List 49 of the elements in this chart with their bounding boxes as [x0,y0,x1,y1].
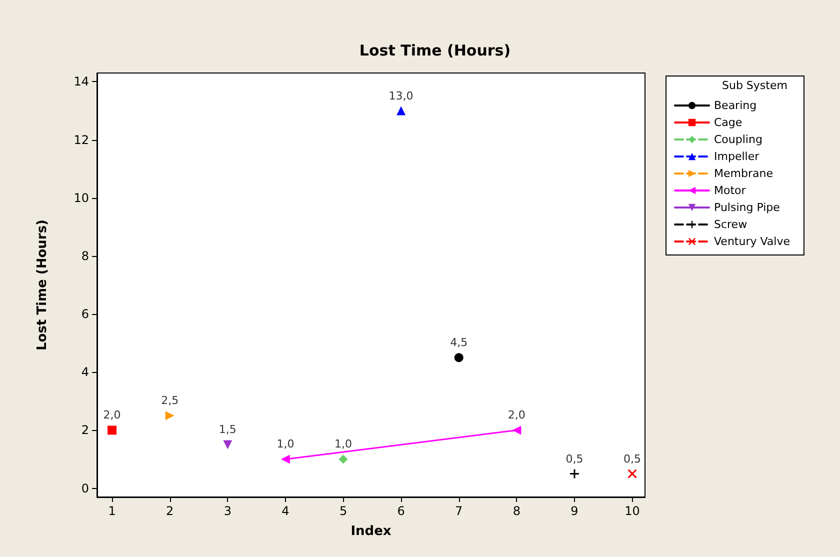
x-tick-label: 5 [339,504,348,518]
data-label: 1,5 [218,423,236,436]
data-label: 2,0 [103,408,121,422]
y-tick-label: 4 [81,365,89,380]
x-axis-title: Index [350,524,392,539]
data-label: 2,0 [508,408,526,422]
legend-label: Impeller [714,150,760,163]
y-tick-label: 6 [81,307,89,322]
x-tick-label: 9 [570,504,578,518]
point [223,440,232,450]
legend-label: Screw [714,218,748,231]
legend-label: Motor [714,184,746,197]
legend-label: Coupling [714,133,762,146]
data-label: 1,0 [334,438,352,451]
data-label: 4,5 [450,336,468,350]
legend-label: Pulsing Pipe [714,201,780,214]
point [454,353,464,362]
chart-title: Lost Time (Hours) [359,42,511,60]
point [338,454,348,464]
legend-title: Sub System [722,79,788,92]
point [396,106,406,116]
point [570,469,579,478]
x-tick-label: 7 [455,504,463,518]
x-tick-label: 4 [282,504,290,518]
legend-label: Bearing [714,99,757,112]
x-tick-label: 3 [224,504,232,518]
y-tick-label: 8 [81,248,89,263]
data-label: 1,0 [276,438,294,451]
y-tick-label: 2 [81,423,89,438]
y-axis-title: Lost Time (Hours) [35,219,50,351]
legend-label: Cage [714,116,742,129]
y-tick-label: 12 [74,132,89,147]
point [165,411,174,420]
data-label: 13,0 [388,89,414,102]
point [628,469,637,478]
point [108,426,117,435]
x-tick-label: 6 [397,504,405,518]
data-label: 0,5 [624,452,642,466]
y-tick-label: 14 [74,74,89,89]
x-tick-label: 8 [512,504,520,518]
legend-label: Ventury Valve [714,235,790,248]
y-tick-label: 0 [81,481,89,496]
data-label: 2,5 [161,394,179,408]
legend-label: Membrane [714,167,774,180]
x-tick-label: 2 [166,504,174,518]
y-tick-label: 10 [74,190,89,205]
x-tick-label: 10 [624,504,640,518]
x-tick-label: 1 [108,504,116,518]
data-label: 0,5 [566,452,584,466]
